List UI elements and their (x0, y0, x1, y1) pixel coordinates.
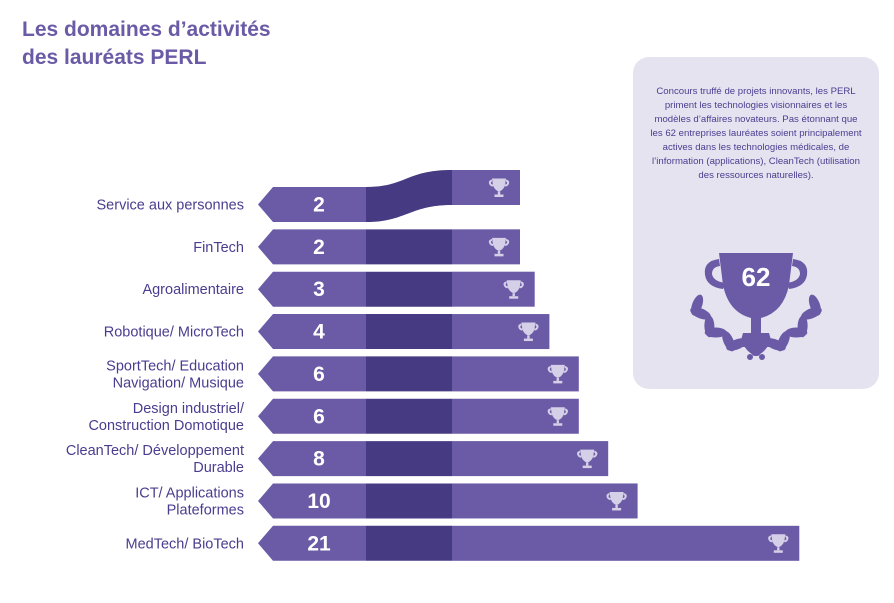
chart-title-line-2: des lauréats PERL (22, 46, 207, 69)
laurel-leaf (690, 307, 711, 320)
trophy-icon (503, 280, 524, 299)
bar-connector (366, 170, 452, 222)
trophy-icon (606, 491, 627, 511)
laurel-leaf (808, 294, 821, 316)
laurel-leaf (797, 315, 808, 338)
trophy-icon (488, 178, 510, 197)
data-label: 2 (313, 194, 325, 217)
category-label: Service aux personnes (97, 198, 245, 214)
bar-connector (366, 356, 452, 392)
category-label: Agroalimentaire (142, 282, 244, 298)
category-label: Construction Domotique (88, 418, 244, 434)
trophy-icon (547, 407, 568, 426)
bar-connector (366, 525, 452, 561)
bar-tag (258, 356, 366, 392)
bar-tag (258, 525, 366, 561)
bar-connector (366, 271, 452, 307)
category-label: Navigation/ Musique (113, 375, 244, 391)
big-trophy-icon (704, 253, 808, 347)
category-label: Plateformes (167, 502, 244, 518)
data-label: 3 (313, 278, 325, 301)
category-label: ICT/ Applications (135, 485, 244, 501)
category-label: SportTech/ Education (106, 358, 244, 374)
category-label: Durable (193, 460, 244, 476)
bar-connector (366, 483, 452, 519)
bar (452, 229, 520, 265)
bar-tag (258, 187, 366, 222)
trophy-icon (547, 364, 568, 384)
labels-layer: 2 Service aux personnes 2 FinTech 3 Agroalime… (66, 194, 331, 556)
data-label: 2 (313, 236, 325, 259)
bars-layer (258, 170, 800, 561)
laurel-leaf (777, 330, 790, 352)
bar-tag (258, 398, 366, 434)
laurel-leaf (704, 327, 727, 338)
category-label: FinTech (193, 240, 244, 256)
category-label: CleanTech/ Développement (66, 443, 244, 459)
bar-tag (258, 441, 366, 477)
bar (452, 314, 550, 350)
category-label: Design industriel/ (133, 401, 245, 417)
info-text: Concours truffé de projets innovants, le… (650, 86, 862, 181)
bar (452, 170, 520, 205)
bar-connector (366, 398, 452, 434)
chart-title: Les domaines d’activités des lauréats PE… (22, 16, 342, 72)
trophy-icon (488, 237, 510, 257)
data-label: 8 (313, 448, 325, 471)
data-label: 6 (313, 405, 325, 428)
bar-tag (258, 229, 366, 265)
trophy-icon (518, 322, 539, 342)
laurel-bottom-dot (747, 354, 753, 360)
data-label: 10 (307, 490, 330, 513)
bar-tag (258, 483, 366, 519)
bar (452, 525, 800, 561)
bar-connector (366, 441, 452, 477)
data-label: 21 (307, 532, 331, 555)
category-label: MedTech/ BioTech (126, 536, 244, 552)
laurel-bottom-dot (759, 354, 765, 360)
data-label: 6 (313, 363, 325, 386)
bar (452, 271, 535, 307)
chart-title-line-1: Les domaines d’activités (22, 18, 271, 41)
bar (452, 441, 609, 477)
laurel-trophy-icon: 62 (690, 253, 822, 360)
trophy-icon (577, 449, 598, 469)
bar-tag (258, 314, 366, 350)
bar-connector (366, 229, 452, 265)
bar-connector (366, 314, 452, 350)
category-label: Robotique/ MicroTech (104, 325, 244, 341)
data-label: 4 (313, 321, 325, 344)
info-box: Concours truffé de projets innovants, le… (633, 57, 879, 389)
trophy-icon (768, 534, 789, 553)
total-count: 62 (742, 262, 771, 292)
bar-tag (258, 271, 366, 307)
bar (452, 483, 638, 519)
